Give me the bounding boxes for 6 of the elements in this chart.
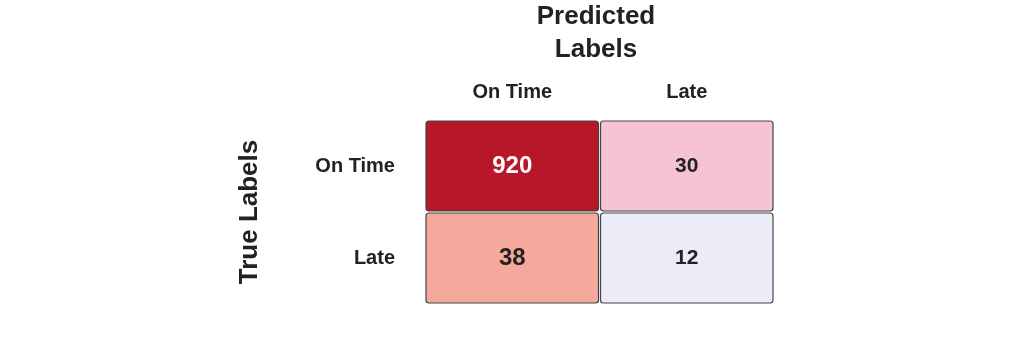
x-axis-title: Predicted Labels	[536, 0, 656, 64]
data-label: 38	[498, 242, 526, 270]
data-label: 30	[675, 152, 699, 176]
y-axis-title: True Labels	[233, 139, 264, 285]
data-label: 920	[492, 150, 533, 178]
data-label: 12	[675, 244, 699, 268]
